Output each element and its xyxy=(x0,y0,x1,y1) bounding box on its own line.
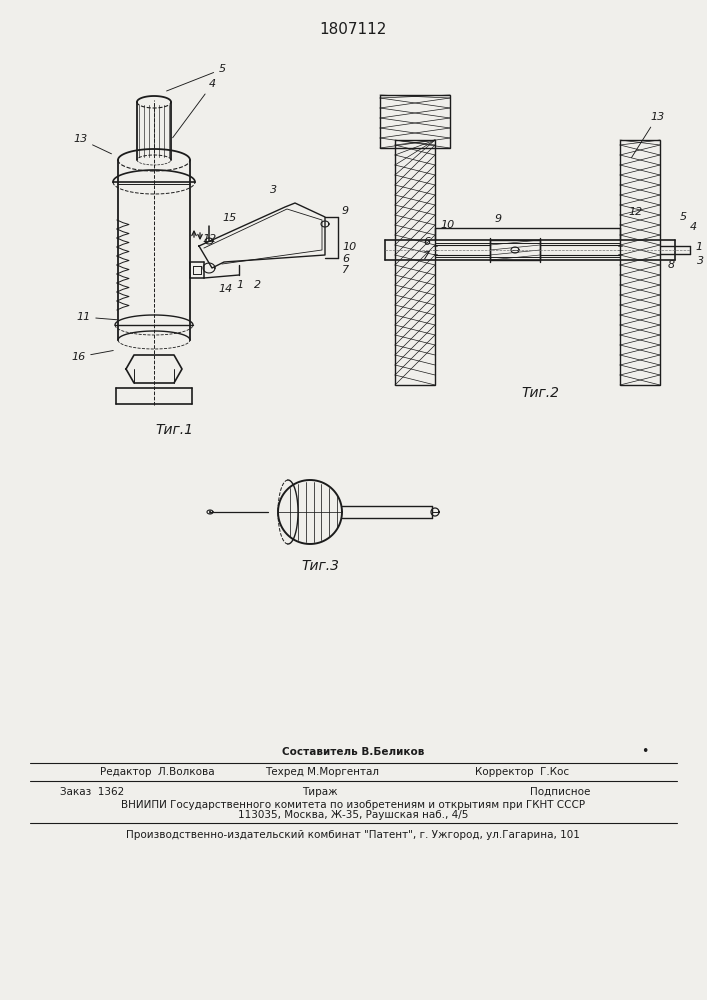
Text: 8: 8 xyxy=(668,260,675,270)
Text: Подписное: Подписное xyxy=(530,787,590,797)
Text: ВНИИПИ Государственного комитета по изобретениям и открытиям при ГКНТ СССР: ВНИИПИ Государственного комитета по изоб… xyxy=(121,800,585,810)
Text: 5: 5 xyxy=(167,64,226,91)
Text: 7: 7 xyxy=(342,265,349,275)
Text: 5: 5 xyxy=(680,212,687,222)
Bar xyxy=(620,140,660,385)
Text: 10: 10 xyxy=(440,220,455,230)
Text: 4: 4 xyxy=(173,79,216,138)
Text: 4: 4 xyxy=(690,222,697,232)
Text: 1: 1 xyxy=(236,280,243,290)
Text: Производственно-издательский комбинат "Патент", г. Ужгород, ул.Гагарина, 101: Производственно-издательский комбинат "П… xyxy=(126,830,580,840)
Text: Тираж: Тираж xyxy=(302,787,338,797)
Text: 12: 12 xyxy=(202,234,216,244)
Text: Составитель В.Беликов: Составитель В.Беликов xyxy=(282,747,424,757)
Text: 9: 9 xyxy=(495,214,502,224)
Text: 113035, Москва, Ж-35, Раушская наб., 4/5: 113035, Москва, Ж-35, Раушская наб., 4/5 xyxy=(238,810,468,820)
Text: Τиг.1: Τиг.1 xyxy=(155,423,193,437)
Text: 10: 10 xyxy=(342,242,356,252)
Text: 15: 15 xyxy=(222,213,236,223)
Bar xyxy=(380,95,450,148)
Text: 1807112: 1807112 xyxy=(320,22,387,37)
Text: Корректор  Г.Кос: Корректор Г.Кос xyxy=(475,767,569,777)
Text: 9: 9 xyxy=(342,206,349,216)
Text: 6: 6 xyxy=(423,237,430,247)
Text: Редактор  Л.Волкова: Редактор Л.Волкова xyxy=(100,767,215,777)
Text: 12: 12 xyxy=(628,207,642,217)
Text: 13: 13 xyxy=(631,112,665,158)
Text: 7: 7 xyxy=(423,251,430,261)
Text: 3: 3 xyxy=(697,256,704,266)
Text: 11: 11 xyxy=(76,312,117,322)
Bar xyxy=(395,140,435,385)
Text: 3: 3 xyxy=(270,185,277,195)
Text: 1: 1 xyxy=(695,242,702,252)
Text: Τиг.3: Τиг.3 xyxy=(301,559,339,573)
Text: Τиг.2: Τиг.2 xyxy=(521,386,559,400)
Text: 6: 6 xyxy=(342,254,349,264)
Bar xyxy=(490,240,540,260)
Text: Техред М.Моргентал: Техред М.Моргентал xyxy=(265,767,379,777)
Text: 2: 2 xyxy=(254,280,261,290)
Text: 14: 14 xyxy=(218,284,233,294)
Text: 13: 13 xyxy=(73,134,112,154)
Text: 16: 16 xyxy=(71,351,113,362)
Text: •: • xyxy=(641,746,649,758)
Text: Заказ  1362: Заказ 1362 xyxy=(60,787,124,797)
